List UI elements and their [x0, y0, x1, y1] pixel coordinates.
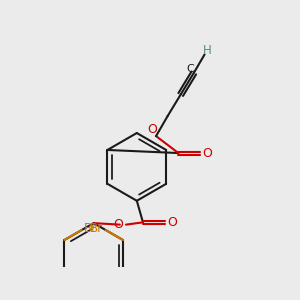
Text: O: O: [167, 216, 177, 229]
Text: Br: Br: [90, 222, 103, 235]
Text: O: O: [147, 123, 157, 136]
Text: O: O: [203, 146, 213, 160]
Text: Br: Br: [84, 222, 98, 235]
Text: O: O: [113, 218, 123, 231]
Text: H: H: [202, 44, 211, 57]
Text: C: C: [187, 64, 195, 74]
